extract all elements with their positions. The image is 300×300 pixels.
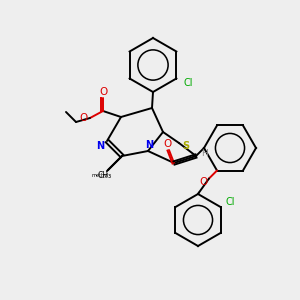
Text: CH₃: CH₃ [98, 172, 112, 181]
Text: H: H [201, 148, 207, 158]
Text: O: O [80, 113, 88, 123]
Text: Cl: Cl [184, 77, 193, 88]
Text: N: N [96, 141, 104, 151]
Text: O: O [99, 87, 107, 97]
Text: S: S [182, 141, 190, 151]
Text: methyl: methyl [92, 173, 109, 178]
Text: O: O [199, 176, 207, 187]
Text: N: N [145, 140, 153, 150]
Text: O: O [164, 139, 172, 149]
Text: Cl: Cl [226, 197, 235, 207]
